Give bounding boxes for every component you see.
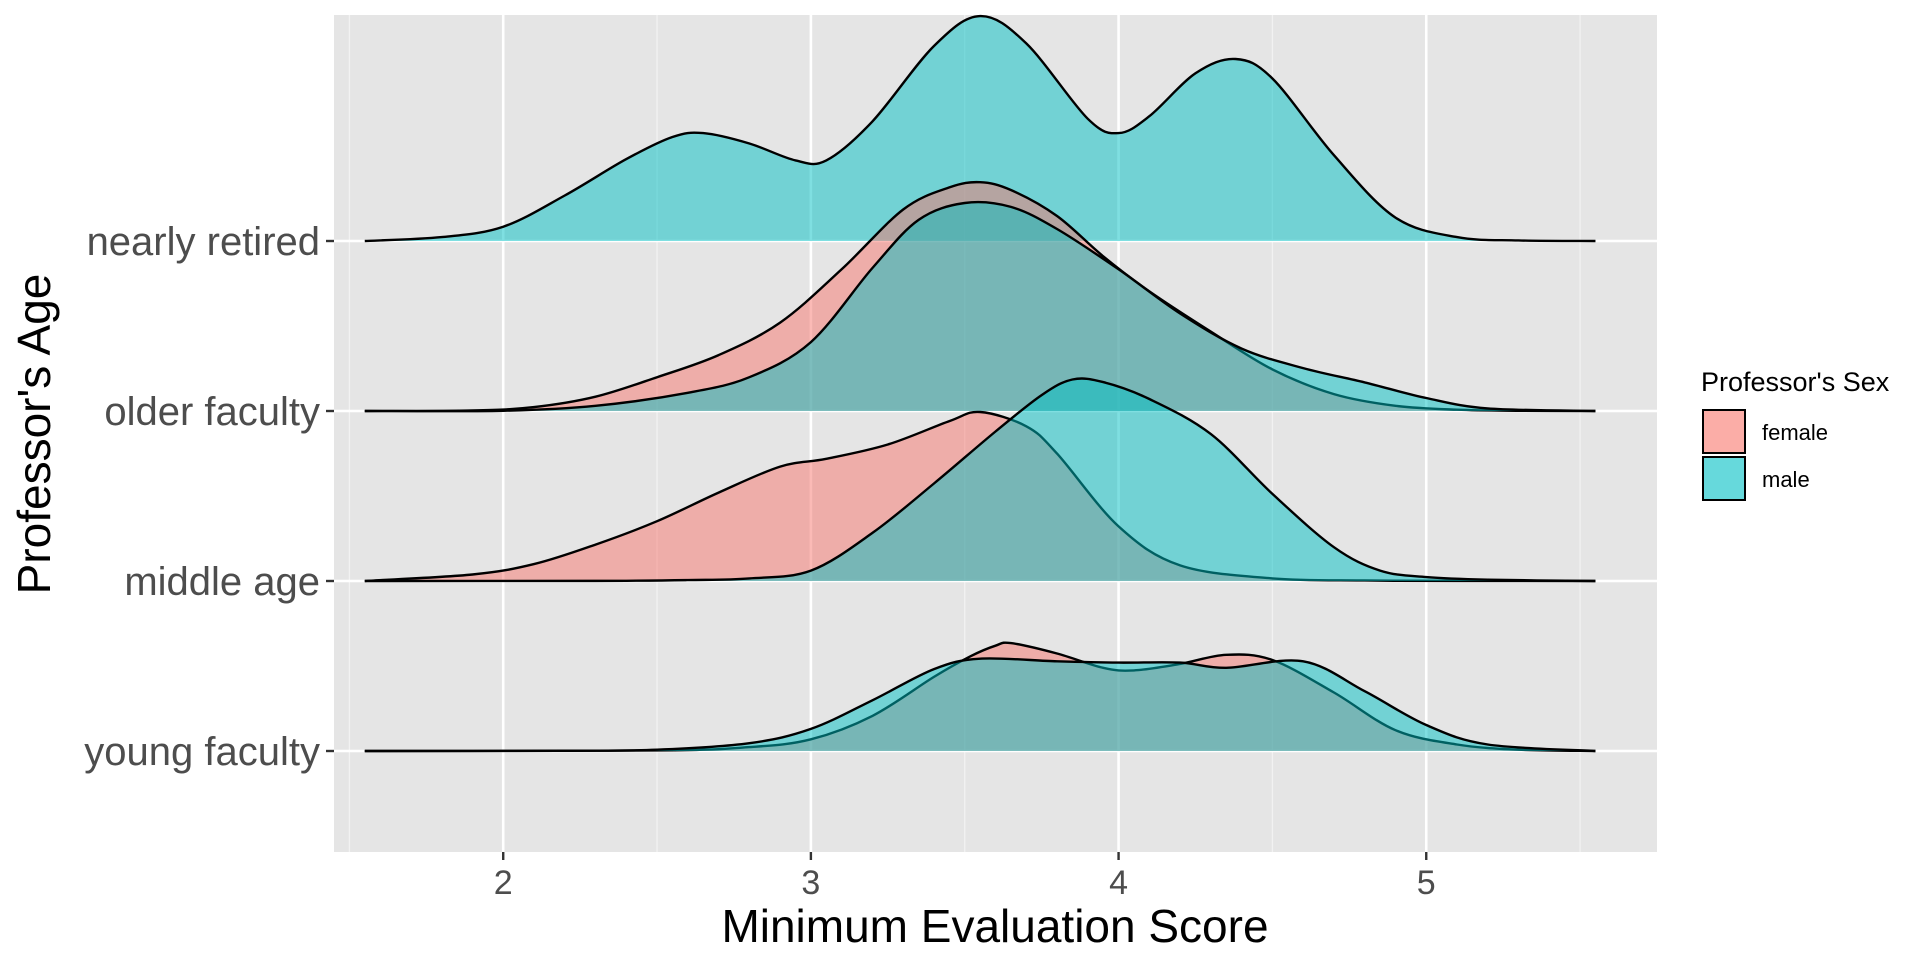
- y-axis-title: Professor's Age: [8, 274, 60, 595]
- y-tick-label-young-faculty: young faculty: [84, 730, 320, 774]
- y-axis: young faculty middle age older faculty near…: [84, 220, 334, 774]
- x-tick-label-5: 5: [1417, 864, 1436, 902]
- legend-swatch-female: [1702, 409, 1746, 454]
- density-line-middle-age-male: [364, 377, 1596, 583]
- legend: Professor's Sex female male: [1701, 367, 1890, 501]
- density-line-nearly-retired-male: [364, 14, 1596, 243]
- x-axis-title: Minimum Evaluation Score: [721, 900, 1268, 952]
- legend-swatch-male: [1702, 456, 1746, 501]
- density-curves: [364, 14, 1596, 753]
- y-tick-label-nearly-retired: nearly retired: [87, 220, 320, 264]
- y-tick-label-older-faculty: older faculty: [104, 390, 320, 434]
- density-area-older-faculty-male: [364, 202, 1596, 412]
- density-area-young-faculty-male: [364, 658, 1596, 751]
- y-tick-label-middle-age: middle age: [124, 560, 320, 604]
- density-area-nearly-retired-male: [364, 16, 1596, 242]
- legend-label-female: female: [1762, 420, 1828, 445]
- x-tick-label-3: 3: [801, 864, 820, 902]
- x-axis: 2 3 4 5: [494, 852, 1436, 902]
- density-line-young-faculty-male: [364, 657, 1596, 753]
- density-line-older-faculty-male: [364, 200, 1596, 413]
- legend-label-male: male: [1762, 467, 1810, 492]
- x-tick-label-4: 4: [1109, 864, 1128, 902]
- x-tick-label-2: 2: [494, 864, 513, 902]
- legend-title: Professor's Sex: [1701, 367, 1890, 397]
- density-area-middle-age-male: [364, 378, 1596, 581]
